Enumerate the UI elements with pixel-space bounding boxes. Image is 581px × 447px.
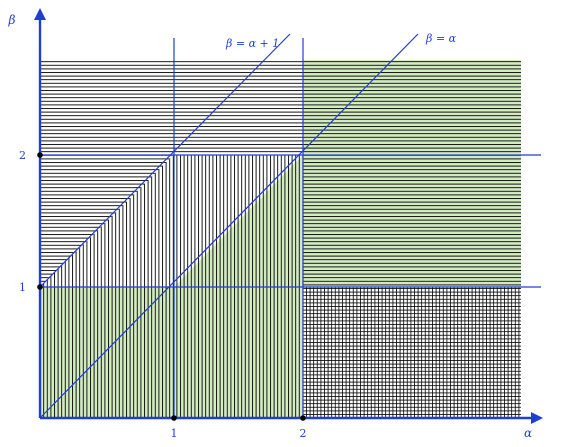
point-alpha-2 [300,415,306,421]
axes [34,8,543,424]
line-label-beta-eq-alpha-plus-1: β = α + 1 [225,37,279,50]
x-tick-label-2: 2 [300,427,307,440]
point-beta-1 [37,284,43,290]
diagonal-line-beta-eq-alpha [39,33,419,419]
point-beta-2 [37,152,43,158]
hatched-regions [40,60,521,418]
y-tick-label-2: 2 [19,149,26,162]
line-label-beta-eq-alpha: β = α [425,32,457,45]
region-horizontal-hatch-right [303,155,521,287]
diagonal-line-beta-eq-alpha-plus-1 [39,33,291,288]
x-axis-label: α [524,426,532,440]
guide-lines [39,33,541,419]
x-axis-arrow-icon [531,412,543,424]
point-alpha-1 [171,415,177,421]
region-crosshatch-bottom-right [303,287,521,418]
key-points [37,152,306,421]
region-horizontal-hatch-top [40,60,521,155]
y-axis-arrow-icon [34,8,46,20]
x-tick-label-1: 1 [171,427,178,440]
labels: 1 2 1 2 α β β = α + 1 β = α [8,13,533,440]
y-axis-label: β [8,13,16,27]
y-tick-label-1: 1 [19,281,26,294]
